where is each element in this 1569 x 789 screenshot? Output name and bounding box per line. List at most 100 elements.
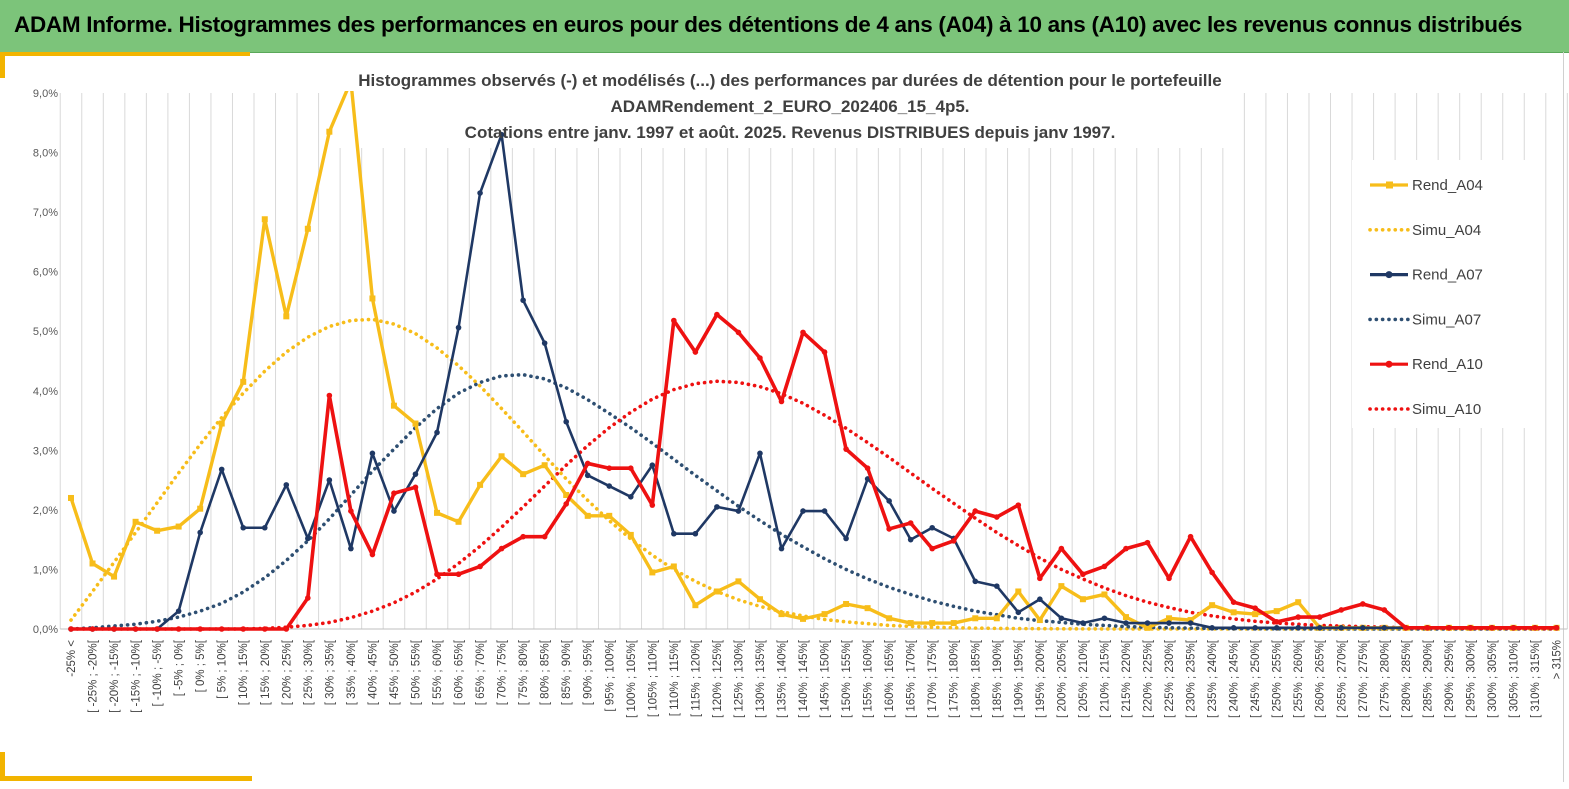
x-tick-label: [ 150% ; 155%[ bbox=[841, 639, 853, 718]
series-line-simu_a07 bbox=[69, 372, 1559, 631]
data-point-rend_a10 bbox=[498, 545, 505, 552]
x-tick-label: [ 95% ; 100%[ bbox=[604, 639, 616, 711]
data-point-rend_a10 bbox=[929, 545, 935, 552]
data-point-rend_a04 bbox=[240, 378, 247, 385]
data-point-rend_a07 bbox=[391, 508, 397, 514]
data-point-rend_a04 bbox=[197, 505, 204, 512]
data-point-rend_a10 bbox=[1209, 569, 1215, 576]
data-point-rend_a10 bbox=[1273, 619, 1280, 625]
data-point-rend_a07 bbox=[972, 578, 979, 585]
chart-title-line-1: Histogrammes observés (-) et modélisés (… bbox=[358, 71, 1222, 90]
x-tick-label: [ 40% ; 45%[ bbox=[367, 639, 379, 705]
data-point-rend_a10 bbox=[886, 526, 892, 532]
data-point-rend_a07 bbox=[907, 536, 914, 543]
series-line-simu_a10 bbox=[69, 379, 1559, 631]
data-point-rend_a10 bbox=[563, 501, 569, 507]
legend-label-simu_a04: Simu_A04 bbox=[1412, 222, 1481, 239]
data-point-rend_a07 bbox=[1273, 625, 1280, 631]
x-tick-label: [ 45% ; 50%[ bbox=[389, 639, 401, 705]
data-point-rend_a07 bbox=[261, 524, 268, 531]
x-tick-label: [ 65% ; 70%[ bbox=[475, 639, 487, 705]
data-point-rend_a04 bbox=[1295, 599, 1302, 606]
data-point-rend_a04 bbox=[326, 128, 333, 135]
data-point-rend_a07 bbox=[649, 462, 656, 469]
x-tick-label: [ 105% ; 110%[ bbox=[647, 639, 659, 717]
x-tick-label: [ 165% ; 170%[ bbox=[906, 639, 918, 718]
data-point-rend_a10 bbox=[778, 398, 785, 405]
data-point-rend_a04 bbox=[111, 573, 118, 580]
data-point-rend_a10 bbox=[132, 626, 139, 632]
legend-label-simu_a07: Simu_A07 bbox=[1412, 311, 1481, 328]
chart-title-line-2: ADAMRendement_2_EURO_202406_15_4p5. bbox=[610, 97, 970, 116]
legend-label-rend_a10: Rend_A10 bbox=[1412, 356, 1483, 373]
data-point-rend_a04 bbox=[369, 295, 376, 302]
data-point-rend_a04 bbox=[756, 596, 763, 603]
data-point-rend_a07 bbox=[757, 450, 763, 457]
data-point-rend_a10 bbox=[434, 571, 440, 578]
data-point-rend_a10 bbox=[1532, 625, 1538, 631]
x-tick-label: [ 245% ; 250%[ bbox=[1250, 639, 1262, 718]
data-point-rend_a07 bbox=[1123, 620, 1129, 626]
data-point-rend_a07 bbox=[175, 608, 182, 614]
data-point-rend_a04 bbox=[1230, 609, 1237, 616]
data-point-rend_a10 bbox=[1316, 614, 1323, 620]
data-point-rend_a04 bbox=[175, 523, 182, 530]
data-point-rend_a10 bbox=[89, 626, 96, 632]
data-point-rend_a07 bbox=[1252, 625, 1258, 631]
x-tick-label: [ 160% ; 165%[ bbox=[884, 639, 896, 718]
x-tick-label: [ 290% ; 295%[ bbox=[1444, 639, 1456, 718]
data-point-rend_a04 bbox=[541, 462, 548, 469]
data-point-rend_a10 bbox=[993, 514, 1000, 520]
data-point-rend_a07 bbox=[1166, 620, 1172, 626]
data-point-rend_a04 bbox=[520, 471, 527, 478]
data-point-rend_a04 bbox=[606, 512, 613, 519]
x-tick-label: [ 250% ; 255%[ bbox=[1272, 639, 1284, 718]
data-point-rend_a07 bbox=[240, 524, 247, 531]
data-point-rend_a07 bbox=[778, 545, 785, 552]
data-point-rend_a04 bbox=[1058, 583, 1065, 590]
data-point-rend_a10 bbox=[326, 392, 333, 399]
data-point-rend_a10 bbox=[757, 355, 763, 361]
x-tick-label: [ 10% ; 15%[ bbox=[238, 639, 250, 705]
data-point-rend_a10 bbox=[218, 626, 225, 632]
x-tick-label: [ -15% ; -10%[ bbox=[131, 639, 143, 713]
data-point-rend_a10 bbox=[907, 520, 914, 526]
x-tick-label: [ 205% ; 210%[ bbox=[1078, 639, 1090, 718]
data-point-rend_a07 bbox=[671, 530, 677, 537]
x-tick-label: [ -20% ; -15%[ bbox=[109, 639, 121, 713]
y-tick-label: 3,0% bbox=[33, 445, 58, 457]
data-point-rend_a07 bbox=[348, 545, 354, 552]
data-point-rend_a10 bbox=[843, 446, 849, 452]
data-point-rend_a07 bbox=[434, 429, 440, 436]
data-point-rend_a04 bbox=[1101, 591, 1108, 598]
x-tick-label: [ 190% ; 195%[ bbox=[1013, 639, 1025, 718]
data-point-rend_a04 bbox=[68, 494, 74, 501]
data-point-rend_a07 bbox=[993, 583, 1000, 589]
data-point-rend_a07 bbox=[800, 508, 806, 514]
data-point-rend_a07 bbox=[1338, 625, 1345, 631]
y-tick-label: 4,0% bbox=[33, 386, 58, 398]
data-point-rend_a10 bbox=[1166, 575, 1172, 582]
data-point-rend_a04 bbox=[907, 620, 914, 627]
corner-accent-bottom-left bbox=[0, 752, 5, 781]
data-point-rend_a10 bbox=[283, 626, 290, 632]
x-tick-label: [ 50% ; 55%[ bbox=[410, 639, 422, 705]
x-tick-label: [ 275% ; 280%[ bbox=[1379, 639, 1391, 718]
data-point-rend_a07 bbox=[886, 498, 892, 504]
data-point-rend_a07 bbox=[1295, 625, 1302, 631]
x-tick-label: [ 85% ; 90%[ bbox=[561, 639, 573, 705]
x-tick-label: [ 155% ; 160%[ bbox=[863, 639, 875, 718]
data-point-rend_a04 bbox=[584, 512, 591, 519]
data-point-rend_a07 bbox=[1209, 625, 1215, 631]
x-tick-label: [ -25% ; -20%[ bbox=[88, 639, 100, 713]
data-point-rend_a07 bbox=[929, 524, 935, 531]
data-point-rend_a07 bbox=[627, 493, 634, 500]
x-tick-label: [ 195% ; 200%[ bbox=[1035, 639, 1047, 718]
data-point-rend_a10 bbox=[864, 465, 871, 472]
x-tick-label: [ 55% ; 60%[ bbox=[432, 639, 444, 705]
x-tick-label: [ 170% ; 175%[ bbox=[927, 639, 939, 718]
data-point-rend_a10 bbox=[1187, 533, 1194, 540]
x-tick-label: [ 175% ; 180%[ bbox=[949, 639, 961, 718]
x-tick-label: [ 115% ; 120%[ bbox=[690, 639, 702, 717]
x-tick-label: [ 230% ; 235%[ bbox=[1186, 639, 1198, 718]
